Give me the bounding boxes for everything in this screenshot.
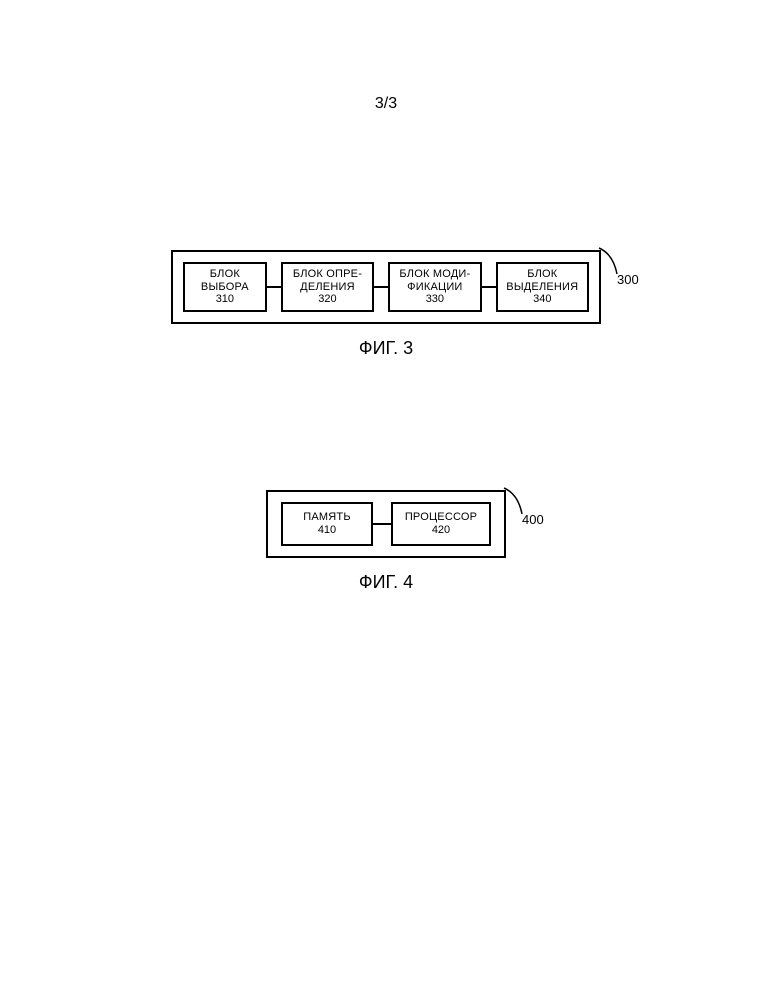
fig3-box-330: БЛОК МОДИ- ФИКАЦИИ 330 — [388, 262, 481, 312]
fig4-leader-path — [504, 488, 522, 514]
fig3-box-310-line2: ВЫБОРА — [201, 281, 249, 294]
fig3-box-330-number: 330 — [426, 293, 444, 306]
fig3-box-340-line2: ВЫДЕЛЕНИЯ — [506, 281, 578, 294]
fig3-connector-3 — [482, 286, 496, 288]
fig4-box-410-line1: ПАМЯТЬ — [303, 511, 351, 524]
figure-3-outer-box: БЛОК ВЫБОРА 310 БЛОК ОПРЕ- ДЕЛЕНИЯ 320 Б… — [171, 250, 601, 324]
figure-3-wrap: БЛОК ВЫБОРА 310 БЛОК ОПРЕ- ДЕЛЕНИЯ 320 Б… — [171, 250, 601, 324]
figure-4-outer-box: ПАМЯТЬ 410 ПРОЦЕССОР 420 — [266, 490, 506, 558]
fig4-box-420-number: 420 — [432, 524, 450, 537]
figure-3-caption: ФИГ. 3 — [0, 338, 772, 359]
fig4-box-420-line1: ПРОЦЕССОР — [405, 511, 477, 524]
fig3-box-320-number: 320 — [318, 293, 336, 306]
fig4-ref-label: 400 — [522, 512, 544, 527]
fig3-connector-1 — [267, 286, 281, 288]
fig3-box-340-number: 340 — [533, 293, 551, 306]
page: 3/3 БЛОК ВЫБОРА 310 БЛОК ОПРЕ- ДЕЛЕНИЯ 3… — [0, 0, 772, 999]
fig3-box-310-line1: БЛОК — [210, 268, 240, 281]
fig3-box-320: БЛОК ОПРЕ- ДЕЛЕНИЯ 320 — [281, 262, 374, 312]
figure-4-caption: ФИГ. 4 — [0, 572, 772, 593]
fig4-box-410: ПАМЯТЬ 410 — [281, 502, 373, 546]
figure-3-group: БЛОК ВЫБОРА 310 БЛОК ОПРЕ- ДЕЛЕНИЯ 320 Б… — [0, 250, 772, 359]
fig3-leader-path — [599, 248, 617, 274]
fig3-box-340-line1: БЛОК — [527, 268, 557, 281]
fig4-box-410-number: 410 — [318, 524, 336, 537]
figure-4-group: ПАМЯТЬ 410 ПРОЦЕССОР 420 400 ФИГ. 4 — [0, 490, 772, 593]
fig3-box-310-number: 310 — [216, 293, 234, 306]
fig3-connector-2 — [374, 286, 388, 288]
fig3-box-310: БЛОК ВЫБОРА 310 — [183, 262, 267, 312]
fig4-box-420: ПРОЦЕССОР 420 — [391, 502, 491, 546]
fig3-box-330-line2: ФИКАЦИИ — [407, 281, 462, 294]
page-number: 3/3 — [0, 95, 772, 113]
fig3-box-320-line2: ДЕЛЕНИЯ — [300, 281, 355, 294]
fig3-ref-label: 300 — [617, 272, 639, 287]
fig4-connector-1 — [373, 523, 391, 525]
figure-4-wrap: ПАМЯТЬ 410 ПРОЦЕССОР 420 400 — [266, 490, 506, 558]
fig3-box-340: БЛОК ВЫДЕЛЕНИЯ 340 — [496, 262, 589, 312]
fig3-box-330-line1: БЛОК МОДИ- — [399, 268, 470, 281]
fig3-box-320-line1: БЛОК ОПРЕ- — [293, 268, 362, 281]
